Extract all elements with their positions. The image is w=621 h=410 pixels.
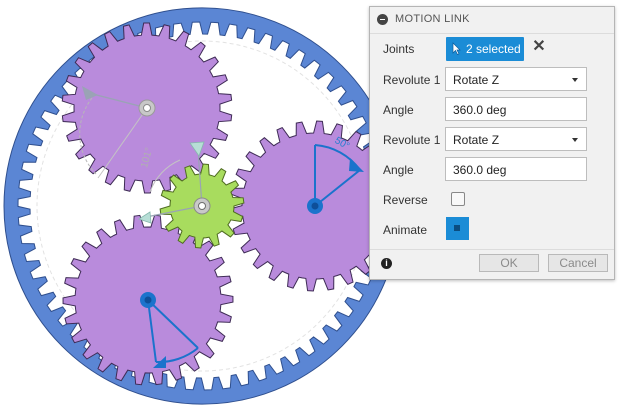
angle1-input[interactable]: 360.0 deg [445,97,587,121]
triad-arrow-icon [82,86,98,100]
revolute2-dropdown[interactable]: Rotate Z [445,127,587,151]
reverse-label: Reverse [383,193,428,207]
chevron-down-icon [572,138,578,142]
animate-button[interactable] [446,217,469,240]
revolute2-value: Rotate Z [453,133,500,147]
animate-label: Animate [383,223,428,237]
chevron-down-icon [572,78,578,82]
footer-divider [370,249,614,250]
cursor-arrow-icon [452,42,461,55]
ok-button[interactable]: OK [479,254,539,272]
dialog-title: MOTION LINK [395,13,470,25]
motion-link-dialog: MOTION LINK Joints 2 selected ✕ Revolute… [369,6,615,280]
clear-selection-icon[interactable]: ✕ [532,38,546,55]
revolute1-label: Revolute 1 [383,73,441,87]
revolute1-dropdown[interactable]: Rotate Z [445,67,587,91]
reverse-checkbox[interactable] [451,192,465,206]
joints-label: Joints [383,42,415,56]
revolute1-value: Rotate Z [453,73,500,87]
joints-selection-label: 2 selected [466,42,521,56]
joint-overlays: 101° 50° [79,86,364,368]
dialog-header: MOTION LINK [370,7,614,34]
triad-arrow-icon [189,141,205,157]
angle2-value: 360.0 deg [453,163,507,177]
ring-gear[interactable] [3,7,401,405]
angle-label-planet1: 101° [139,146,155,169]
collapse-icon[interactable] [377,14,388,25]
revolute2-label: Revolute 1 [383,133,441,147]
angle2-input[interactable]: 360.0 deg [445,157,587,181]
angle1-label: Angle [383,103,414,117]
joints-selection-button[interactable]: 2 selected [446,37,524,61]
cancel-button[interactable]: Cancel [548,254,608,272]
angle1-value: 360.0 deg [453,103,507,117]
angle2-label: Angle [383,163,414,177]
info-icon[interactable]: i [381,258,392,269]
stop-icon [454,225,460,231]
